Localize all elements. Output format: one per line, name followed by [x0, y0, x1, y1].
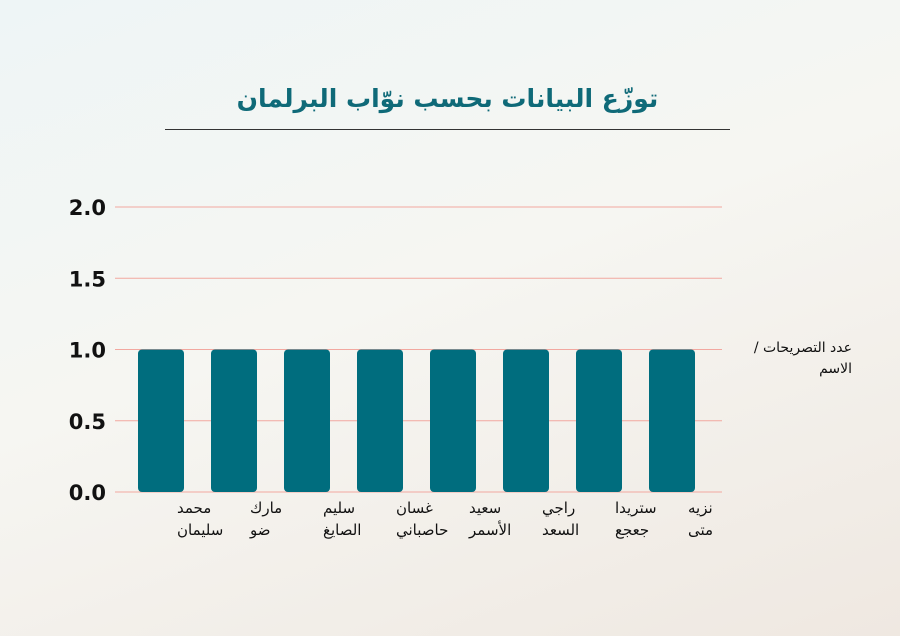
x-category-label: الأسمر	[468, 520, 511, 539]
x-category-label: مارك	[250, 499, 282, 517]
x-category-label: ضو	[249, 521, 271, 539]
x-category-label: الصايغ	[323, 521, 361, 539]
y-tick-label: 0.5	[69, 410, 106, 434]
x-category-label: جعجع	[615, 521, 649, 539]
y-axis-ticks: 0.0 0.5 1.0 1.5 2.0	[69, 196, 106, 505]
bar	[430, 349, 476, 492]
bars	[138, 349, 695, 492]
y-axis-label: عدد التصريحات / الاسم	[753, 340, 852, 377]
bar	[211, 349, 257, 492]
x-axis-categories: محمد سليمان مارك ضو سليم الصايغ غسان حاصباني سعي…	[177, 499, 713, 540]
chart-title: توزّع البيانات بحسب نوّاب البرلمان	[236, 84, 659, 113]
bar	[576, 349, 622, 492]
x-category-label: سعيد	[469, 499, 501, 517]
x-category-label: متى	[688, 521, 713, 539]
bar	[284, 349, 330, 492]
bar	[649, 349, 695, 492]
bar	[503, 349, 549, 492]
x-category-label: سليم	[323, 499, 355, 517]
x-category-label: سليمان	[177, 521, 223, 539]
x-category-label: نزيه	[688, 499, 713, 517]
x-category-label: غسان	[396, 499, 433, 517]
bar	[357, 349, 403, 492]
y-tick-label: 1.0	[69, 339, 106, 363]
y-tick-label: 0.0	[69, 481, 106, 505]
x-category-label: السعد	[542, 521, 579, 539]
gridlines	[115, 206, 722, 493]
x-category-label: راجي	[542, 499, 575, 518]
bar	[138, 349, 184, 492]
x-category-label: ستريدا	[615, 499, 657, 517]
x-category-label: محمد	[177, 499, 211, 517]
y-tick-label: 1.5	[69, 267, 106, 291]
y-tick-label: 2.0	[69, 196, 106, 220]
title-underline	[165, 129, 730, 130]
x-category-label: حاصباني	[396, 521, 448, 540]
